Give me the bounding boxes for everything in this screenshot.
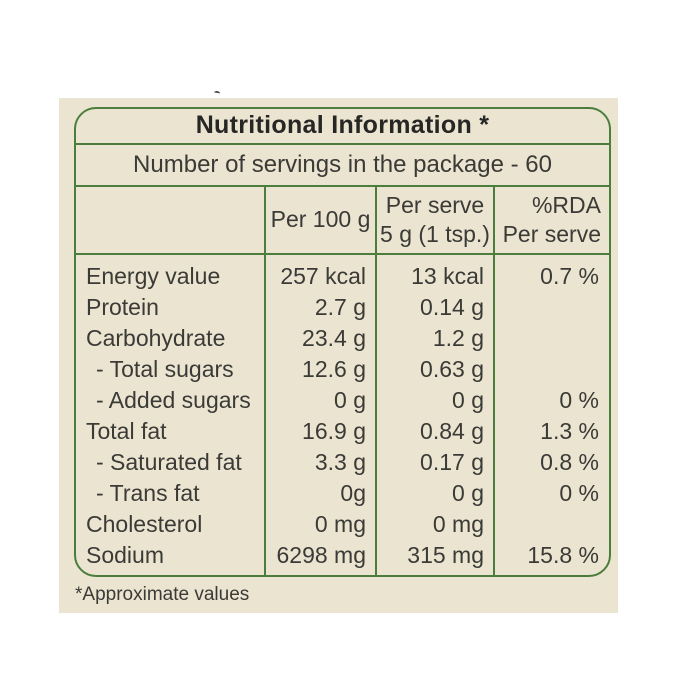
header-cell-rda: %RDA Per serve bbox=[493, 187, 609, 253]
per-serve-value: 315 mg bbox=[407, 541, 484, 568]
rda-value bbox=[495, 292, 609, 323]
per-100g-value: 6298 mg bbox=[276, 541, 366, 568]
per-100g-value: 12.6 g bbox=[302, 355, 366, 382]
per-100g-value: 0 mg bbox=[314, 510, 366, 537]
table-body: Energy value Protein Carbohydrate - Tota… bbox=[76, 254, 609, 576]
row-label: - Trans fat bbox=[96, 479, 200, 506]
row-label: Carbohydrate bbox=[86, 324, 226, 351]
per-100g-value: 2.7 g bbox=[314, 293, 366, 320]
per-100g-value: 0g bbox=[340, 479, 366, 506]
nutrition-table: Nutritional Information * Number of serv… bbox=[74, 107, 611, 577]
per-serve-value: 0.84 g bbox=[420, 417, 484, 444]
per-100g-value: 16.9 g bbox=[302, 417, 366, 444]
rda-value: 0 % bbox=[559, 386, 599, 413]
per-100g-column: 257 kcal 2.7 g 23.4 g 12.6 g 0 g 16.9 g … bbox=[264, 254, 375, 575]
per-serve-value: 0 mg bbox=[432, 510, 484, 537]
rda-value: 0.8 % bbox=[540, 448, 599, 475]
nutrient-name-column: Energy value Protein Carbohydrate - Tota… bbox=[76, 255, 264, 576]
row-label: Protein bbox=[86, 293, 159, 320]
servings-line: Number of servings in the package - 60 bbox=[76, 145, 609, 187]
table-title: Nutritional Information * bbox=[76, 109, 609, 145]
row-label: - Added sugars bbox=[96, 386, 251, 413]
per-serve-header-line2: 5 g (1 tsp.) bbox=[380, 220, 490, 247]
per-serve-column: 13 kcal 0.14 g 1.2 g 0.63 g 0 g 0.84 g 0… bbox=[375, 254, 493, 575]
row-label: Total fat bbox=[86, 417, 167, 444]
rda-value: 15.8 % bbox=[527, 541, 599, 568]
header-cell-per-serve: Per serve 5 g (1 tsp.) bbox=[375, 187, 493, 253]
per-serve-value: 0 g bbox=[452, 386, 484, 413]
per-100g-value: 257 kcal bbox=[280, 262, 366, 289]
per-100g-value: 23.4 g bbox=[302, 324, 366, 351]
rda-value bbox=[495, 323, 609, 354]
column-header-row: Per 100 g Per serve 5 g (1 tsp.) %RDA Pe… bbox=[76, 187, 609, 255]
rda-header-line2: Per serve bbox=[502, 220, 601, 247]
row-label: - Saturated fat bbox=[96, 448, 242, 475]
header-cell-empty bbox=[76, 187, 264, 253]
per-serve-header-line1: Per serve bbox=[385, 191, 485, 218]
row-label: Cholesterol bbox=[86, 510, 203, 537]
per-serve-value: 0.17 g bbox=[420, 448, 484, 475]
row-label: - Total sugars bbox=[96, 355, 234, 382]
rda-value: 0 % bbox=[559, 479, 599, 506]
row-label: Sodium bbox=[86, 541, 164, 568]
rda-value: 1.3 % bbox=[540, 417, 599, 444]
rda-column: 0.7 % 0 % 1.3 % 0.8 % 0 % 15.8 % bbox=[493, 254, 609, 575]
per-100g-value: 3.3 g bbox=[314, 448, 366, 475]
approximate-values-footnote: *Approximate values bbox=[75, 584, 250, 605]
per-serve-value: 0 g bbox=[452, 479, 484, 506]
row-label: Energy value bbox=[86, 262, 221, 289]
rda-header-line1: %RDA bbox=[531, 191, 601, 218]
rda-value bbox=[495, 354, 609, 385]
stray-mark bbox=[213, 90, 221, 96]
rda-value bbox=[495, 509, 609, 540]
rda-value: 0.7 % bbox=[540, 262, 599, 289]
per-100g-header: Per 100 g bbox=[270, 206, 371, 233]
per-serve-value: 0.14 g bbox=[420, 293, 484, 320]
per-serve-value: 13 kcal bbox=[411, 262, 484, 289]
per-serve-value: 0.63 g bbox=[420, 355, 484, 382]
nutrition-label-panel: Nutritional Information * Number of serv… bbox=[59, 98, 618, 613]
per-100g-value: 0 g bbox=[334, 386, 366, 413]
per-serve-value: 1.2 g bbox=[432, 324, 484, 351]
header-cell-per-100g: Per 100 g bbox=[264, 187, 375, 253]
